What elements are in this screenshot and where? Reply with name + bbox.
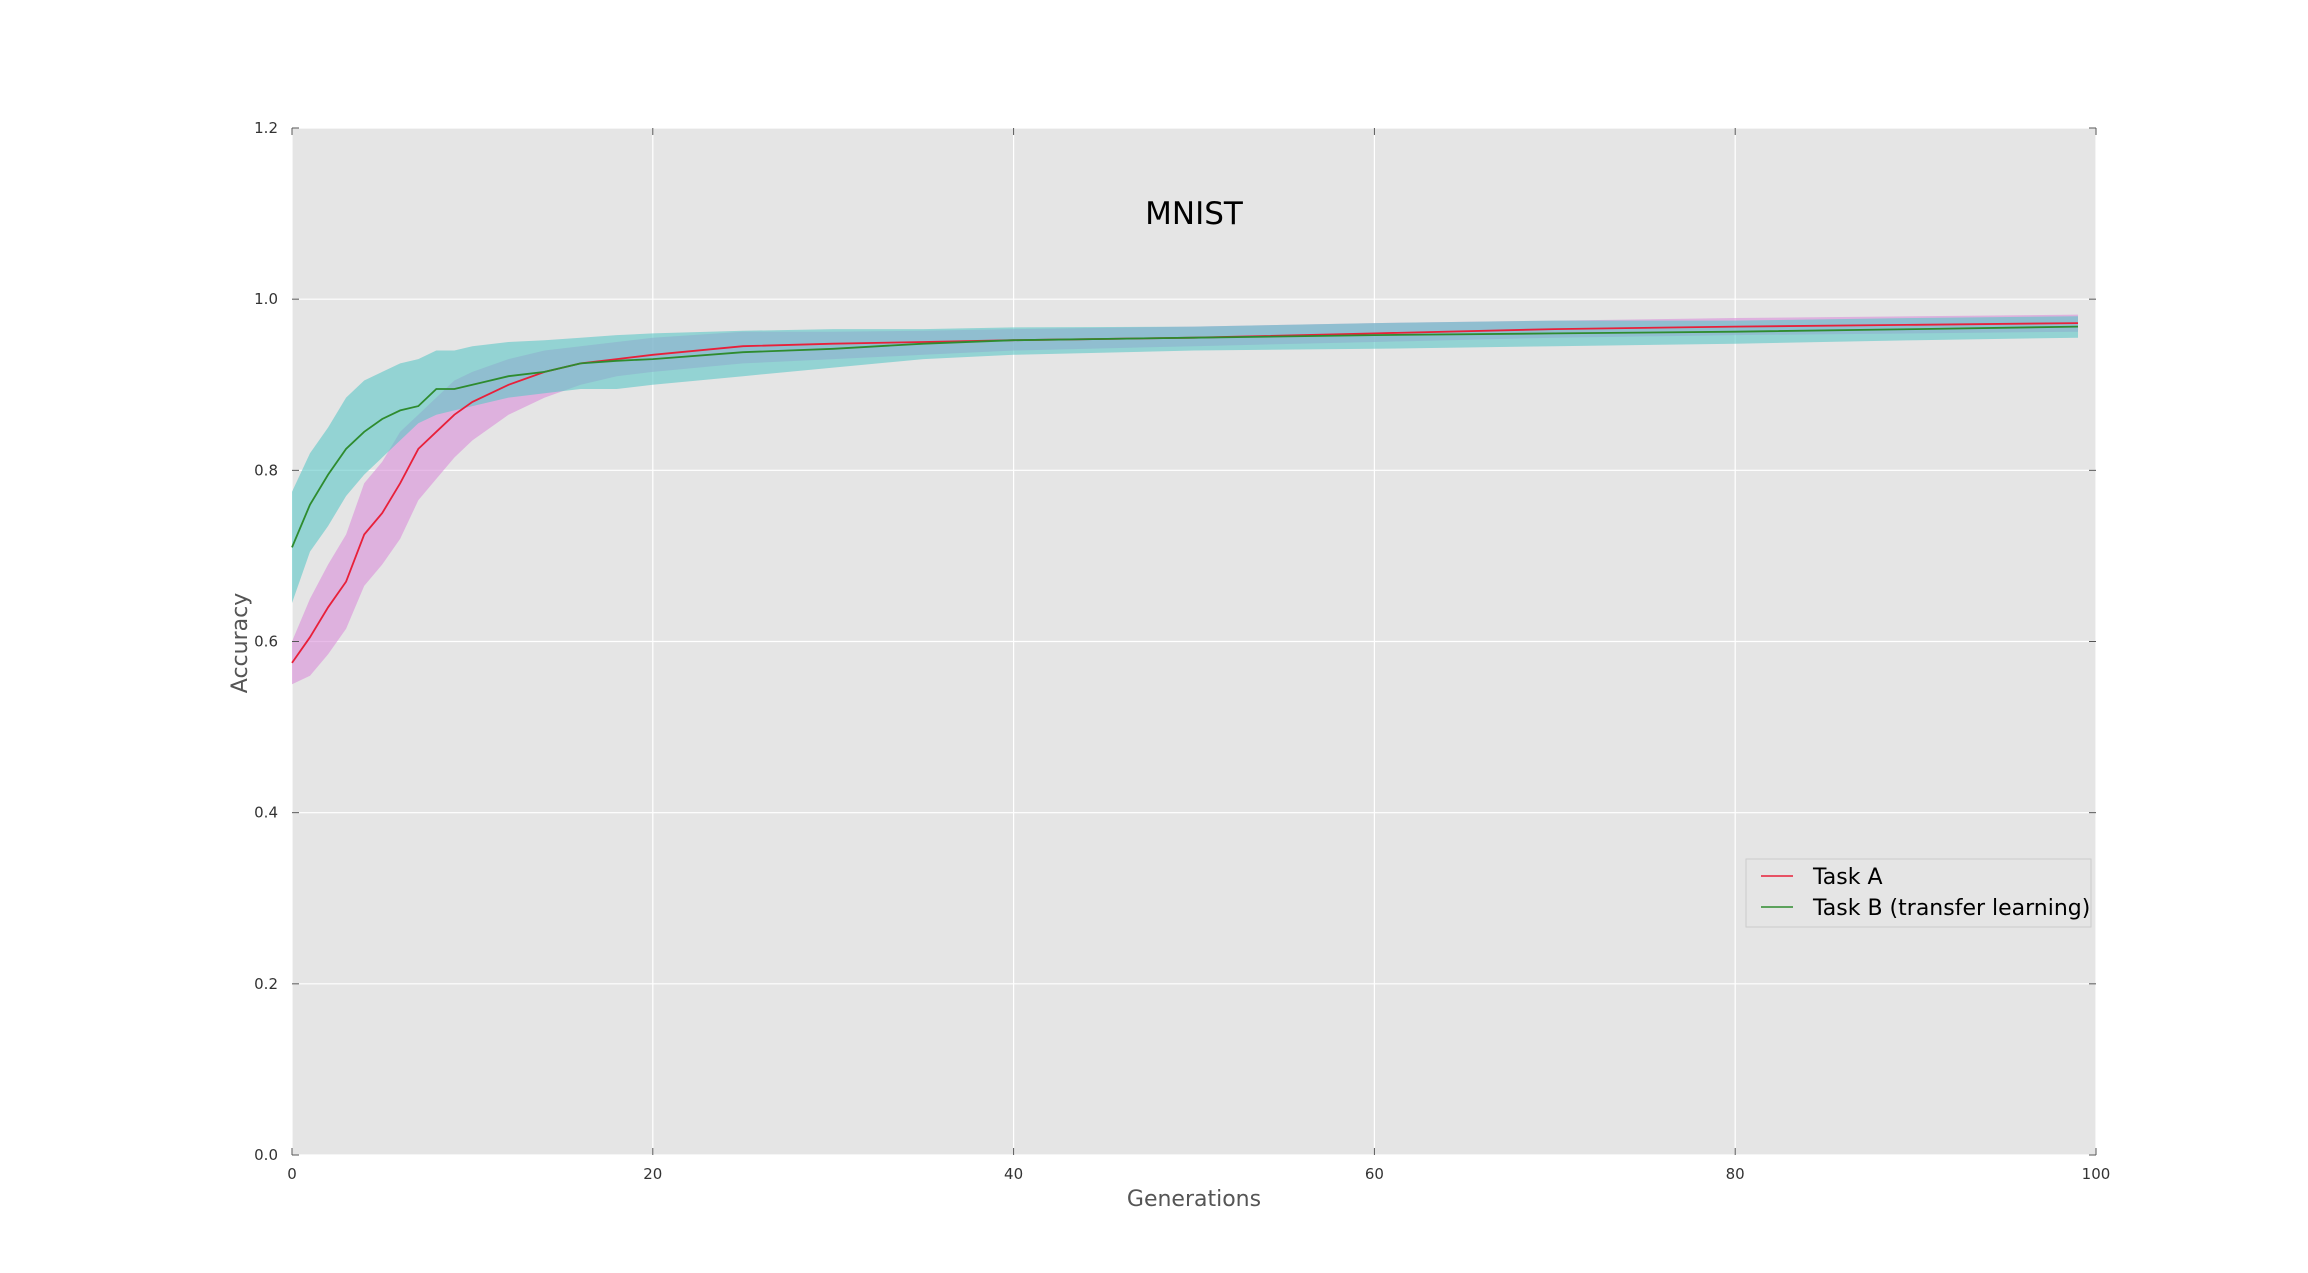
legend-label-task-b: Task B (transfer learning) bbox=[1812, 896, 2090, 921]
x-tick-label-5: 100 bbox=[2082, 1165, 2111, 1183]
legend: Task A Task B (transfer learning) bbox=[1745, 858, 2092, 928]
legend-label-task-a: Task A bbox=[1812, 865, 1883, 890]
line-task-b-transfer-learning bbox=[291, 325, 2079, 548]
y-tick-label-4: 0.8 bbox=[254, 461, 278, 479]
series-lines bbox=[291, 322, 2079, 664]
x-tick-label-1: 20 bbox=[643, 1165, 662, 1183]
x-axis-label: Generations bbox=[1127, 1187, 1261, 1212]
axis-ticks: 0 20 40 60 80 100 0.0 0.2 0.4 0.6 0.8 1.0 1.2 bbox=[254, 119, 2110, 1183]
grid bbox=[291, 127, 2097, 1156]
x-tick-label-2: 40 bbox=[1004, 1165, 1023, 1183]
y-tick-label-0: 0.0 bbox=[254, 1146, 278, 1164]
y-tick-label-2: 0.4 bbox=[254, 804, 278, 822]
legend-box bbox=[1745, 858, 2092, 928]
y-tick-label-5: 1.0 bbox=[254, 290, 278, 308]
x-tick-label-3: 60 bbox=[1365, 1165, 1384, 1183]
y-tick-label-1: 0.2 bbox=[254, 975, 278, 993]
chart-title: MNIST bbox=[1145, 196, 1244, 232]
x-tick-label-4: 80 bbox=[1726, 1165, 1745, 1183]
y-axis-label: Accuracy bbox=[228, 593, 253, 693]
x-tick-label-0: 0 bbox=[287, 1165, 297, 1183]
y-tick-label-6: 1.2 bbox=[254, 119, 278, 137]
y-tick-label-3: 0.6 bbox=[254, 633, 278, 651]
